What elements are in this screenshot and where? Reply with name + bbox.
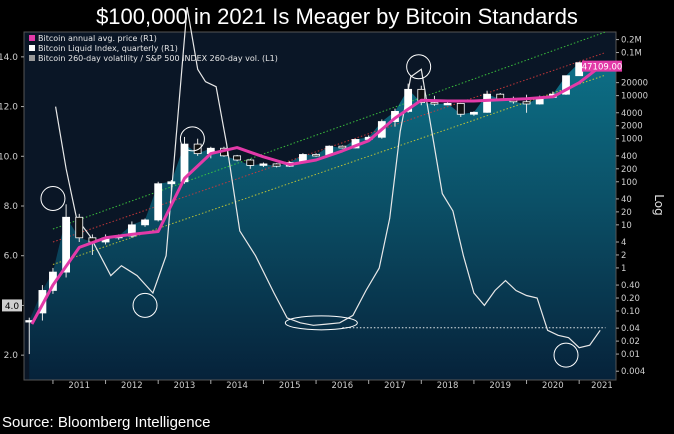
right-tick-label: 200 [621,165,637,175]
x-tick-label: 2011 [68,381,90,391]
candle-body [443,102,452,106]
reference-line [52,52,606,243]
legend-swatch [29,55,35,61]
chart-title: $100,000 in 2021 Is Meager by Bitcoin St… [96,4,578,29]
x-tick-label: 2015 [279,381,301,391]
candle-body [246,159,255,166]
right-tick-label: 0.04 [621,324,640,334]
x-tick-label: 2019 [489,381,511,391]
volatility-ratio-line [55,6,601,349]
x-tick-label: 2014 [226,381,248,391]
right-tick-label: 4000 [621,109,643,119]
last-price-label: 47109.00 [582,63,623,73]
candle-body [417,88,426,103]
annotation-ellipse [284,315,358,331]
candle-body [141,219,149,226]
right-tick-label: 1000 [621,135,643,145]
left-tick-label: 10.0 [0,152,18,162]
candle-body [167,181,176,185]
right-tick-label: 10 [621,221,632,231]
candle-body [154,183,163,221]
candle-body [404,88,413,112]
right-tick-label: 2000 [621,122,643,132]
annotation-circle [40,186,66,212]
right-tick-label: 2 [621,251,626,261]
right-tick-label: 0.40 [621,281,640,291]
x-tick-label: 2017 [384,381,406,391]
left-tick-label: 12.0 [0,103,18,113]
right-tick-label: 0.2M [621,36,642,46]
right-tick-label: 10000 [621,92,648,102]
right-tick-label: 1 [621,264,626,274]
annotation-circle [132,292,158,318]
left-tick-label: 6.0 [4,252,19,262]
right-tick-label: 4 [621,238,626,248]
right-tick-label: 40 [621,195,632,205]
candle-body [312,154,320,157]
candle-body [259,163,268,166]
right-tick-label: 0.20 [621,294,640,304]
right-tick-label: 20000 [621,79,648,89]
legend-swatch [29,35,35,41]
candle-body [127,224,136,237]
right-tick-label: 400 [621,152,637,162]
source-note: Source: Bloomberg Intelligence [2,414,211,431]
last-price-box [582,60,622,72]
candle-body [75,216,84,239]
right-tick-label: 0.1M [621,49,642,59]
candle-body [272,163,281,167]
candle-body [483,93,491,113]
right-tick-label: 20 [621,208,632,218]
legend-label: Bitcoin 260-day volatility / S&P 500 IND… [38,54,278,63]
reference-line [52,74,606,265]
candle-body [456,102,465,115]
legend-swatch [29,45,35,51]
candle-body [338,145,347,149]
price-area-fill [29,62,617,380]
x-tick-label: 2020 [542,381,564,391]
candle-body [470,111,478,115]
legend-label: Bitcoin Liquid Index, quarterly (R1) [38,44,178,53]
right-axis-label: Log [652,194,666,215]
right-tick-label: 0.02 [621,337,640,347]
right-tick-label: 100 [621,178,637,188]
candle-body [193,143,202,155]
annotation-circle [553,342,579,368]
candle-body [562,75,570,95]
x-tick-label: 2018 [437,381,459,391]
left-tick-label: 8.0 [4,202,19,212]
candle-body [522,101,531,105]
right-tick-label: 0.01 [621,350,640,360]
annotation-circle [406,54,432,80]
x-tick-label: 2021 [591,381,613,391]
candle-body [233,155,242,161]
right-tick-label: 0.10 [621,307,640,317]
right-tick-label: 0.004 [621,367,645,377]
x-tick-label: 2013 [174,381,196,391]
candle-body [62,216,70,273]
x-tick-label: 2012 [121,381,143,391]
annotation-circle [179,126,205,152]
candle-body [430,102,439,105]
left-value-label: 4.0 [5,302,20,312]
x-tick-label: 2016 [332,381,354,391]
annual-average-price-line [30,65,602,325]
left-value-box [2,299,22,312]
left-tick-label: 2.0 [4,351,19,361]
left-tick-label: 14.0 [0,53,18,63]
legend-label: Bitcoin annual avg. price (R1) [38,34,157,43]
